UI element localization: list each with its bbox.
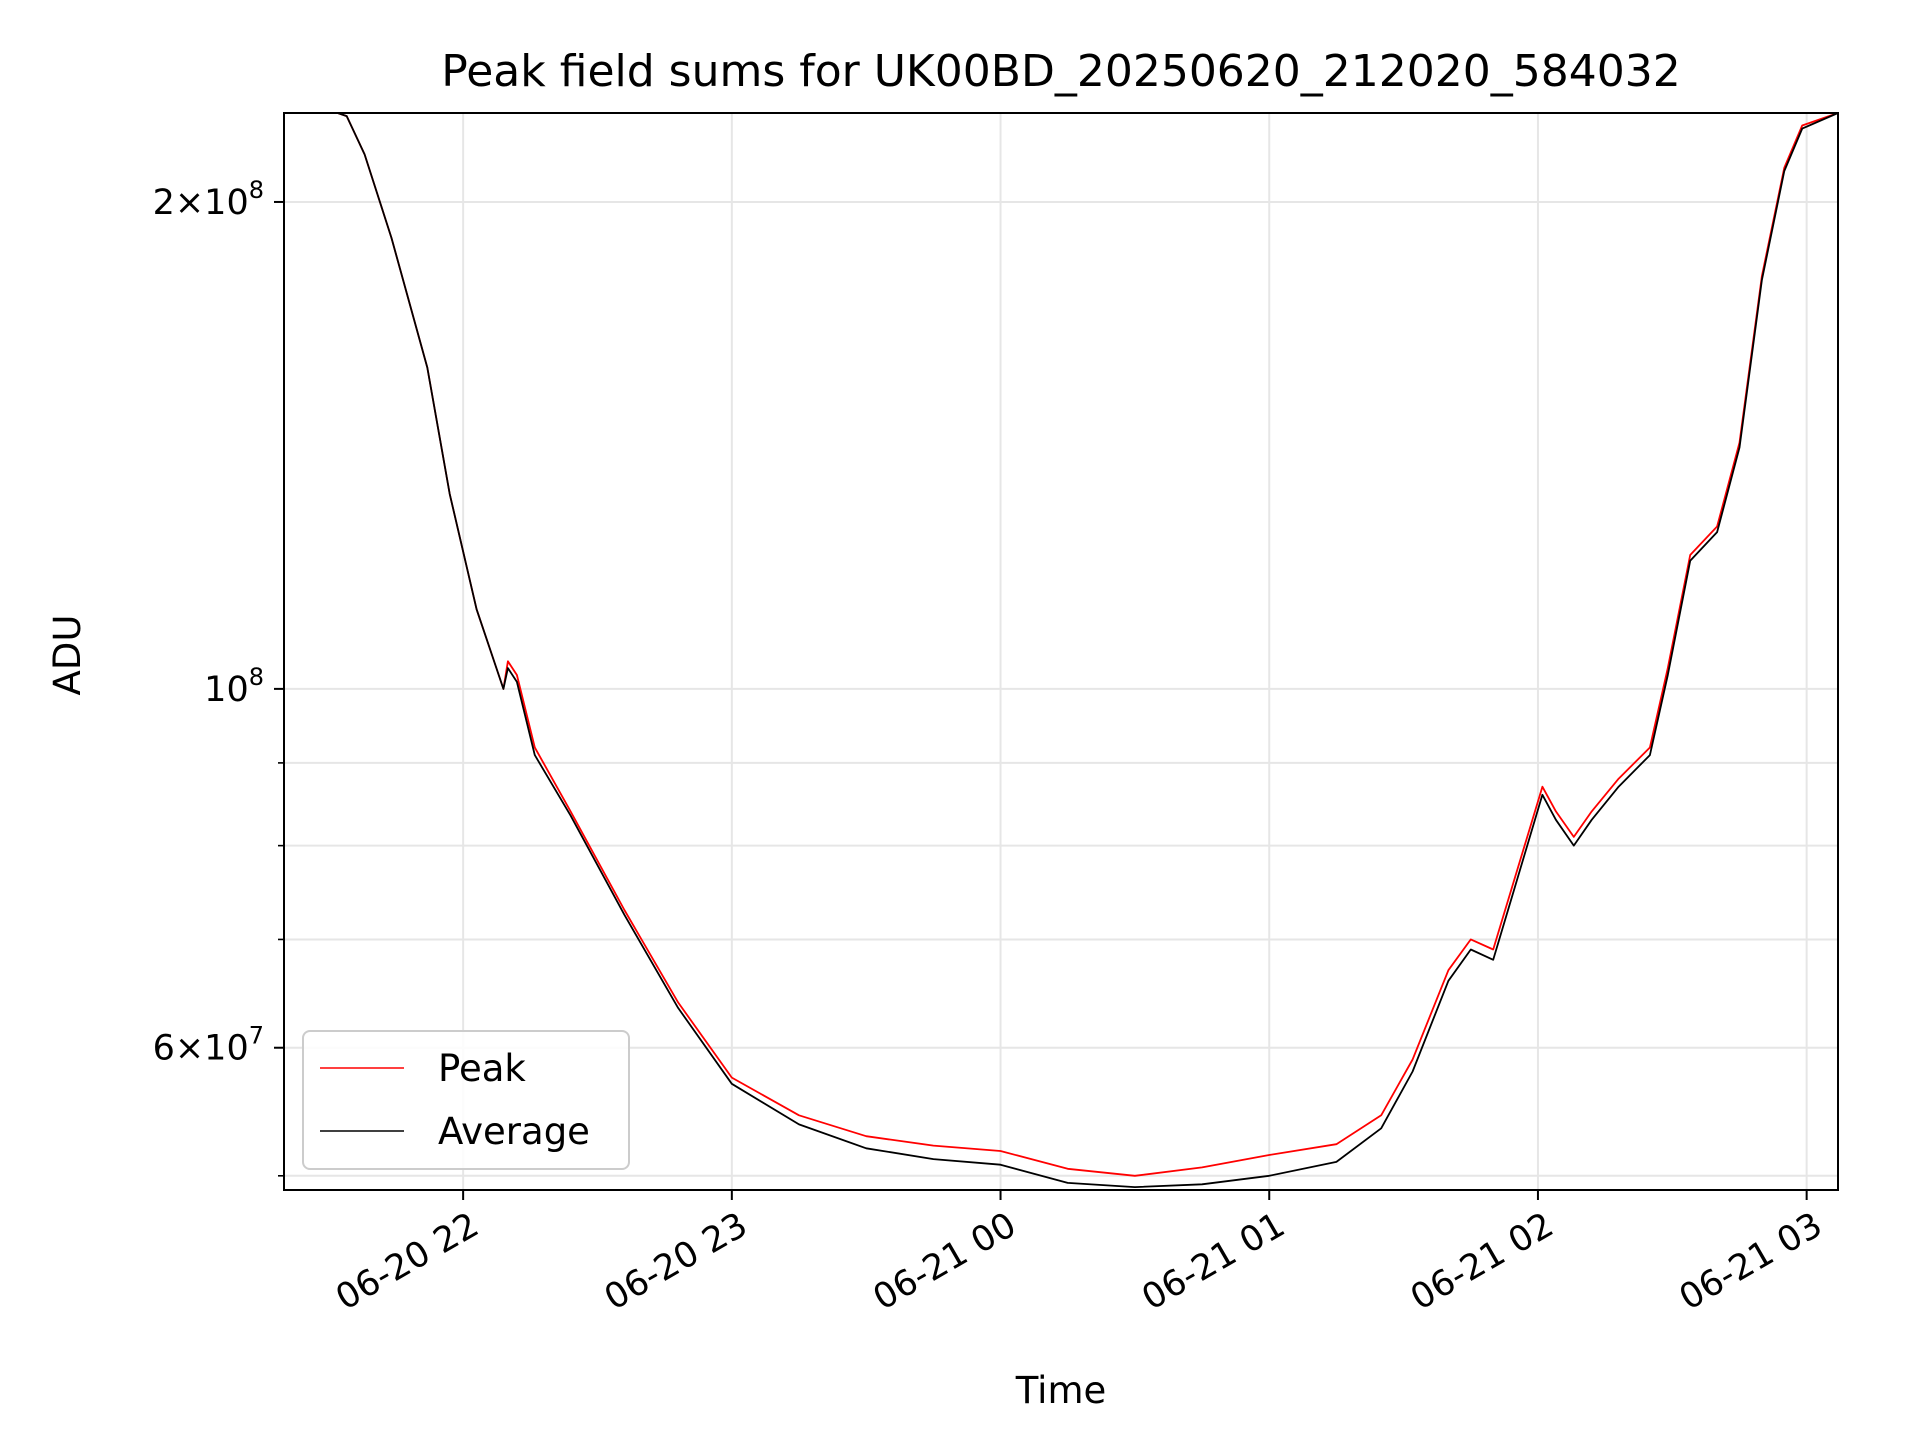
series-line-average	[337, 112, 1839, 1188]
legend-box	[302, 1030, 630, 1170]
y-tick-label: 108	[204, 663, 264, 710]
x-axis-label: Time	[1015, 1369, 1107, 1412]
legend-label-peak: Peak	[438, 1047, 526, 1090]
legend-label-average: Average	[438, 1110, 590, 1153]
legend: Peak Average	[302, 1030, 630, 1170]
chart-title: Peak field sums for UK00BD_20250620_2120…	[441, 46, 1680, 97]
grid	[284, 113, 1838, 1190]
plot-frame	[283, 112, 1839, 1191]
series-layer	[337, 112, 1839, 1188]
y-axis-label: ADU	[46, 615, 89, 696]
y-tick-label: 2×108	[153, 176, 264, 223]
y-tick-label: 6×107	[153, 1022, 264, 1069]
